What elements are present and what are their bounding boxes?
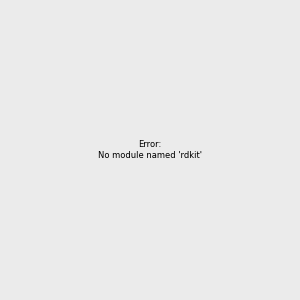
Text: Error:
No module named 'rdkit': Error: No module named 'rdkit' [98, 140, 202, 160]
